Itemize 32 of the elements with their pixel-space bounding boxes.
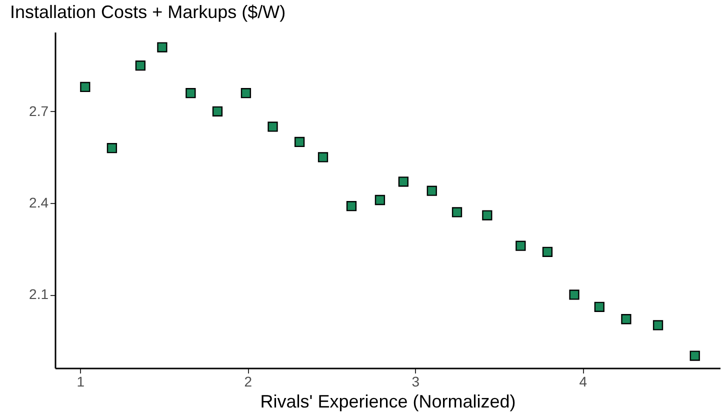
chart-title: Installation Costs + Markups ($/W) <box>10 2 286 22</box>
x-tick-label: 2 <box>244 374 252 390</box>
y-tick-label: 2.1 <box>29 286 49 302</box>
point <box>212 106 223 116</box>
point <box>482 210 492 220</box>
y-tick-label: 2.4 <box>29 194 49 211</box>
point <box>186 88 196 98</box>
point <box>569 290 580 300</box>
point <box>516 240 526 251</box>
point <box>621 314 632 324</box>
point <box>157 42 168 52</box>
point <box>652 320 664 330</box>
x-tick-label: 3 <box>412 374 420 390</box>
x-tick-label: 1 <box>76 374 85 390</box>
point <box>594 302 604 312</box>
point <box>542 246 553 257</box>
point <box>374 194 386 206</box>
point <box>268 122 278 132</box>
point <box>318 152 328 162</box>
point <box>452 207 462 218</box>
point <box>398 176 408 187</box>
point <box>80 82 90 92</box>
point <box>426 186 437 196</box>
x-tick-label: 4 <box>579 374 588 390</box>
point <box>135 60 146 71</box>
point <box>294 136 305 148</box>
point <box>346 201 357 212</box>
point <box>240 88 252 98</box>
point <box>690 350 700 361</box>
y-tick-label: 2.7 <box>29 102 49 119</box>
point <box>106 143 118 154</box>
x-axis-title: Rivals' Experience (Normalized) <box>260 392 516 412</box>
